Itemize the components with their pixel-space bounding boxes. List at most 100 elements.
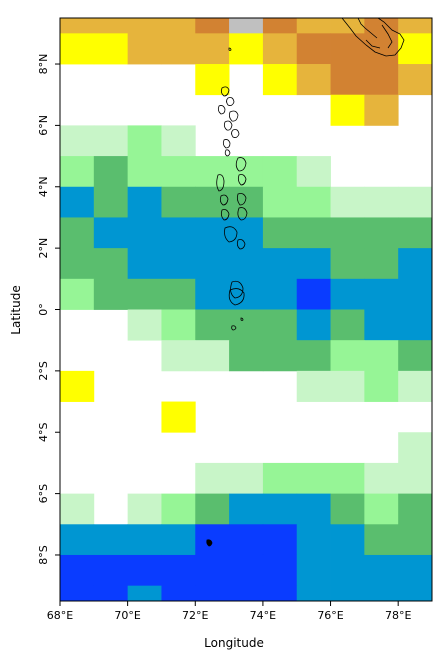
island-outline bbox=[230, 280, 244, 299]
y-axis-label: Latitude bbox=[9, 285, 23, 334]
island-outline bbox=[228, 110, 239, 122]
grid-cell bbox=[229, 186, 264, 218]
coastlines bbox=[206, 18, 405, 547]
grid-cell bbox=[93, 217, 129, 249]
grid-cell bbox=[296, 462, 331, 494]
grid-cell bbox=[364, 186, 399, 218]
sri-lanka-coastline bbox=[341, 18, 405, 57]
grid-cell bbox=[262, 340, 298, 372]
x-tick-label: 70°E bbox=[114, 609, 140, 622]
grid-cell bbox=[398, 493, 432, 525]
island-outline bbox=[220, 86, 230, 97]
grid-cell bbox=[127, 585, 162, 601]
grid-cell bbox=[60, 248, 95, 280]
grid-cell bbox=[161, 125, 196, 157]
grid-cell bbox=[364, 493, 399, 525]
grid-cell bbox=[195, 524, 230, 556]
grid-cell bbox=[330, 186, 365, 218]
grid-cell bbox=[330, 278, 365, 310]
island-outline bbox=[226, 97, 235, 106]
grid-cell bbox=[127, 217, 162, 249]
grid-cell bbox=[330, 340, 365, 372]
grid-cell bbox=[60, 278, 95, 310]
grid-cell bbox=[127, 493, 162, 525]
grid-cell bbox=[161, 554, 196, 587]
grid-cell bbox=[296, 493, 331, 525]
grid-cell bbox=[296, 156, 331, 188]
grid-cell bbox=[93, 186, 129, 218]
grid-cell bbox=[296, 340, 331, 372]
grid-cell bbox=[296, 248, 331, 280]
grid-cell bbox=[93, 156, 129, 188]
grid-cell bbox=[330, 217, 365, 249]
grid-cell bbox=[229, 493, 264, 525]
grid-cell bbox=[262, 462, 298, 494]
grid-cell bbox=[398, 432, 432, 464]
grid-cell bbox=[229, 217, 264, 249]
grid-cell bbox=[161, 248, 196, 280]
grid-cell bbox=[195, 217, 230, 249]
grid-cell bbox=[195, 340, 230, 372]
grid-cell bbox=[161, 33, 196, 65]
grid-cell bbox=[330, 309, 365, 341]
grid-cell bbox=[364, 309, 399, 341]
grid-cell bbox=[296, 64, 331, 96]
grid-cell bbox=[195, 309, 230, 341]
grid-cell bbox=[127, 125, 162, 157]
grid-cell bbox=[364, 217, 399, 249]
grid-cell bbox=[195, 186, 230, 218]
grid-cell bbox=[161, 585, 196, 601]
grid-cell bbox=[364, 248, 399, 280]
grid-cell bbox=[93, 18, 129, 34]
grid-cell bbox=[364, 18, 399, 34]
y-tick-label: 2°N bbox=[37, 238, 50, 259]
grid-cell bbox=[60, 18, 95, 34]
grid-cell bbox=[127, 186, 162, 218]
grid-cell bbox=[195, 18, 230, 34]
grid-cell bbox=[229, 524, 264, 556]
grid-cell bbox=[296, 217, 331, 249]
grid-cell bbox=[364, 524, 399, 556]
grid-cell bbox=[161, 309, 196, 341]
island-outline bbox=[228, 288, 245, 306]
y-tick-label: 8°S bbox=[37, 545, 50, 564]
grid-cell bbox=[364, 340, 399, 372]
grid-cell bbox=[60, 524, 95, 556]
grid-cell bbox=[161, 493, 196, 525]
grid-cell bbox=[127, 33, 162, 65]
grid-cell bbox=[330, 585, 365, 601]
grid-cell bbox=[195, 585, 230, 601]
y-axis: 8°N 6°N 4°N 2°N 0° 2°S 4°S 6°S 8°S bbox=[37, 54, 60, 565]
island-outline bbox=[240, 317, 244, 321]
grid-cell bbox=[330, 493, 365, 525]
island-outline bbox=[206, 539, 213, 547]
grid-cell bbox=[229, 248, 264, 280]
grid-cell bbox=[93, 33, 129, 65]
grid-cell bbox=[398, 64, 432, 96]
grid-cell bbox=[161, 217, 196, 249]
grid-cell bbox=[195, 554, 230, 587]
grid-cell bbox=[60, 125, 95, 157]
grid-cell bbox=[364, 33, 399, 65]
x-axis: 68°E 70°E 72°E 74°E 76°E 78°E bbox=[47, 601, 411, 622]
y-tick-label: 8°N bbox=[37, 54, 50, 75]
grid-cell bbox=[127, 309, 162, 341]
grid-cell bbox=[262, 248, 298, 280]
grid-cell bbox=[229, 585, 264, 601]
grid-cell bbox=[229, 309, 264, 341]
grid-cell bbox=[229, 462, 264, 494]
island-outline bbox=[224, 226, 238, 243]
grid-cell bbox=[330, 462, 365, 494]
grid-cell bbox=[161, 524, 196, 556]
grid-cell bbox=[161, 186, 196, 218]
grid-cell bbox=[330, 248, 365, 280]
grid-cell bbox=[262, 309, 298, 341]
y-tick-label: 4°N bbox=[37, 176, 50, 197]
grid-cell bbox=[398, 554, 432, 587]
heatmap-cells bbox=[60, 18, 432, 601]
grid-cell bbox=[296, 370, 331, 402]
grid-cell bbox=[398, 524, 432, 556]
grid-cell bbox=[127, 156, 162, 188]
grid-cell bbox=[161, 401, 196, 433]
